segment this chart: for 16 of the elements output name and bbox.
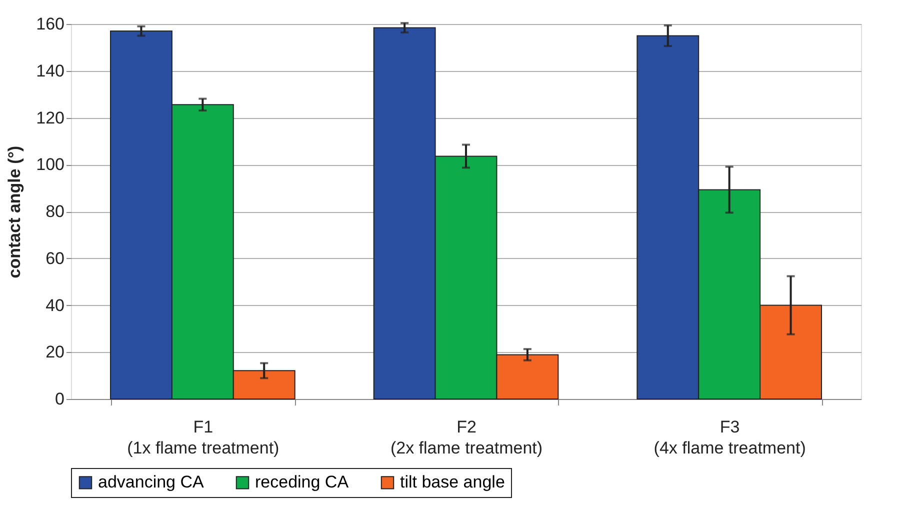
y-tick-label: 120 <box>36 108 64 128</box>
x-tick-label: F2 (2x flame treatment) <box>390 418 543 458</box>
y-tick-label: 140 <box>36 61 64 80</box>
y-tick-label: 60 <box>46 248 64 268</box>
y-tick-label: 0 <box>55 390 64 408</box>
legend-label: receding CA <box>255 472 350 492</box>
y-tick-label: 20 <box>46 342 64 362</box>
y-axis-title: contact angle (°) <box>5 146 24 278</box>
x-tick-label: F1 (1x flame treatment) <box>127 418 280 458</box>
y-tick-label: 80 <box>46 202 64 221</box>
y-tick-label: 100 <box>36 155 64 174</box>
y-tick-label: 160 <box>36 14 64 34</box>
y-tick-label: 40 <box>46 296 64 315</box>
legend-label: tilt base angle <box>400 472 505 492</box>
legend-label: advancing CA <box>98 472 205 492</box>
x-tick-label: F3 (4x flame treatment) <box>654 418 806 458</box>
